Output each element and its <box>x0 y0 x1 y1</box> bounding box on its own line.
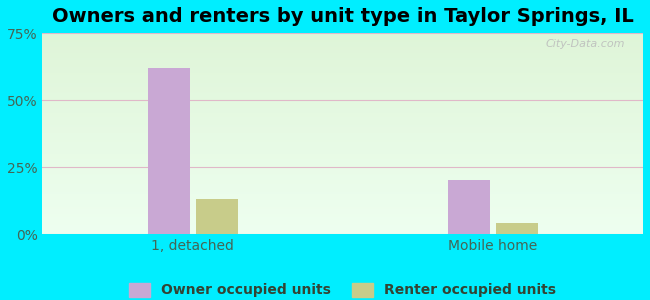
Text: City-Data.com: City-Data.com <box>545 39 625 49</box>
Legend: Owner occupied units, Renter occupied units: Owner occupied units, Renter occupied un… <box>124 277 562 300</box>
Bar <box>196 199 238 234</box>
Title: Owners and renters by unit type in Taylor Springs, IL: Owners and renters by unit type in Taylo… <box>52 7 634 26</box>
Bar <box>148 68 190 234</box>
Bar <box>448 180 490 234</box>
Bar <box>496 223 538 234</box>
